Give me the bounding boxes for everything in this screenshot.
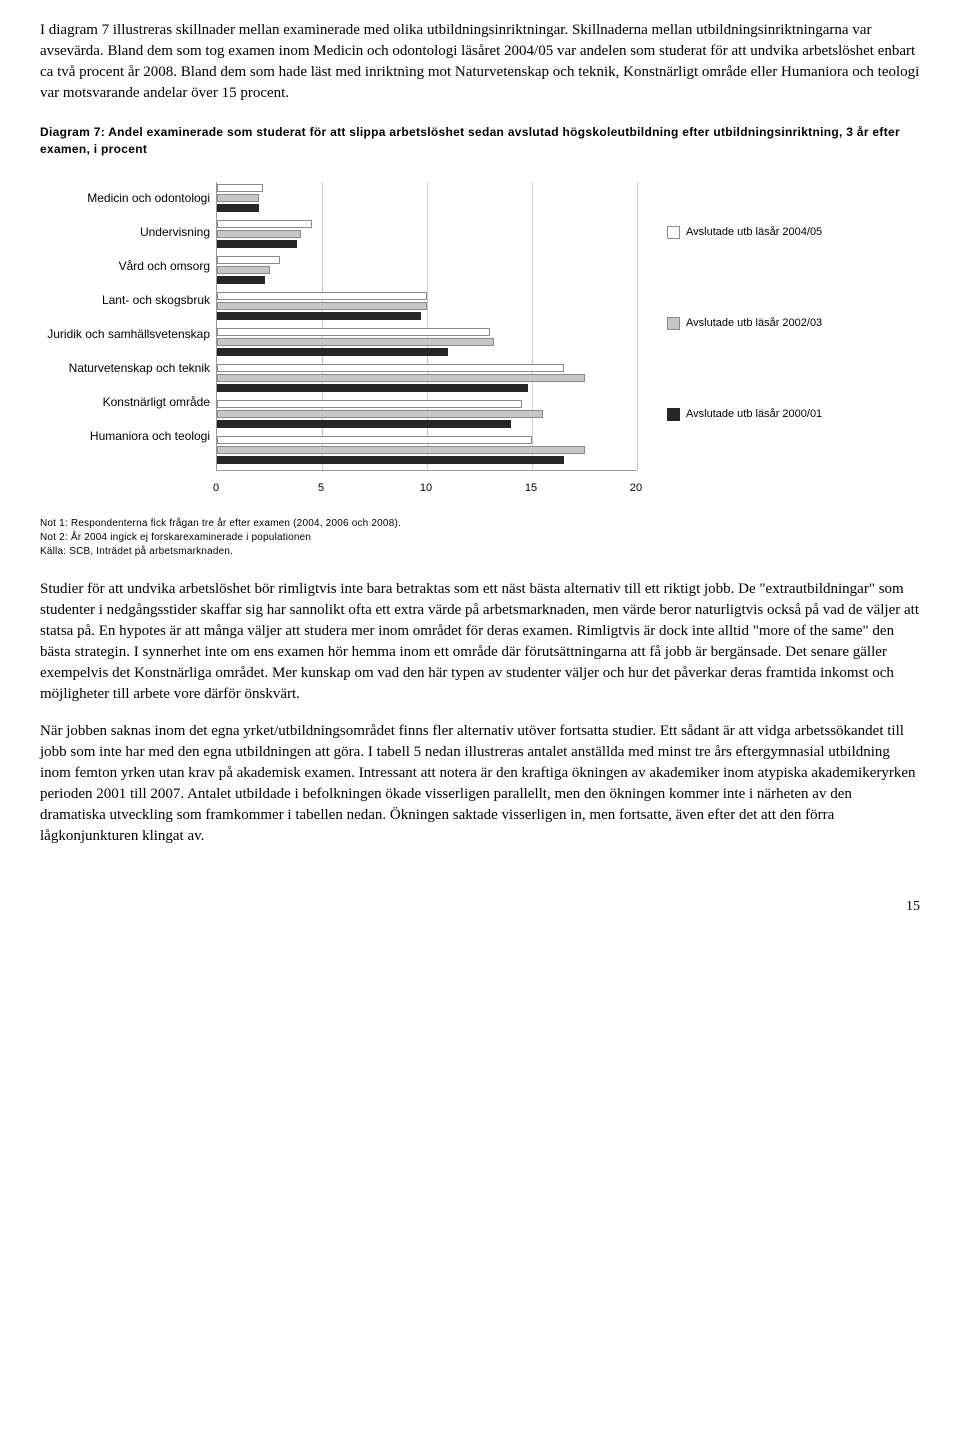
bar-group xyxy=(217,434,637,470)
chart-x-axis: 05101520 xyxy=(216,479,636,501)
bar xyxy=(217,420,511,428)
bar xyxy=(217,456,564,464)
legend-label: Avslutade utb läsår 2000/01 xyxy=(686,407,822,422)
bar xyxy=(217,364,564,372)
bar xyxy=(217,410,543,418)
category-label: Juridik och samhällsvetenskap xyxy=(40,318,210,352)
category-labels: Medicin och odontologiUndervisningVård o… xyxy=(40,182,216,471)
note-line: Not 1: Respondenterna fick frågan tre år… xyxy=(40,517,920,531)
bar xyxy=(217,194,259,202)
bar xyxy=(217,338,494,346)
bar-group xyxy=(217,398,637,434)
note-line: Källa: SCB, Inträdet på arbetsmarknaden. xyxy=(40,545,920,559)
category-label: Konstnärligt område xyxy=(40,386,210,420)
bar xyxy=(217,220,312,228)
bar xyxy=(217,374,585,382)
category-label: Undervisning xyxy=(40,216,210,250)
bar xyxy=(217,312,421,320)
bar xyxy=(217,276,265,284)
category-label: Vård och omsorg xyxy=(40,250,210,284)
bar xyxy=(217,230,301,238)
chart-title: Diagram 7: Andel examinerade som studera… xyxy=(40,124,920,158)
category-label: Naturvetenskap och teknik xyxy=(40,352,210,386)
bar-group xyxy=(217,362,637,398)
legend-item: Avslutade utb läsår 2002/03 xyxy=(667,316,822,331)
bar xyxy=(217,266,270,274)
body-paragraph-2: När jobben saknas inom det egna yrket/ut… xyxy=(40,721,920,847)
page-number: 15 xyxy=(40,897,920,917)
bar xyxy=(217,436,532,444)
chart-legend: Avslutade utb läsår 2004/05 Avslutade utb… xyxy=(667,182,822,466)
x-tick: 10 xyxy=(420,481,432,496)
bar xyxy=(217,446,585,454)
bar xyxy=(217,328,490,336)
bar-group xyxy=(217,290,637,326)
legend-label: Avslutade utb läsår 2004/05 xyxy=(686,225,822,240)
legend-item: Avslutade utb läsår 2004/05 xyxy=(667,225,822,240)
bar xyxy=(217,384,528,392)
legend-swatch xyxy=(667,317,680,330)
bar xyxy=(217,400,522,408)
category-label: Lant- och skogsbruk xyxy=(40,284,210,318)
x-tick: 15 xyxy=(525,481,537,496)
body-paragraph-1: Studier för att undvika arbetslöshet bör… xyxy=(40,579,920,705)
note-line: Not 2: År 2004 ingick ej forskarexaminer… xyxy=(40,531,920,545)
legend-swatch xyxy=(667,226,680,239)
gridline xyxy=(637,182,638,470)
legend-item: Avslutade utb läsår 2000/01 xyxy=(667,407,822,422)
x-tick: 0 xyxy=(213,481,219,496)
legend-swatch xyxy=(667,408,680,421)
bar-group xyxy=(217,218,637,254)
bar-group xyxy=(217,326,637,362)
bar xyxy=(217,204,259,212)
category-label: Medicin och odontologi xyxy=(40,182,210,216)
bar-group xyxy=(217,254,637,290)
x-tick: 5 xyxy=(318,481,324,496)
bar xyxy=(217,240,297,248)
bar xyxy=(217,348,448,356)
chart-plot-area xyxy=(216,182,637,471)
category-label: Humaniora och teologi xyxy=(40,420,210,454)
chart-container: Medicin och odontologiUndervisningVård o… xyxy=(40,182,920,471)
legend-label: Avslutade utb läsår 2002/03 xyxy=(686,316,822,331)
chart-notes: Not 1: Respondenterna fick frågan tre år… xyxy=(40,517,920,559)
bar-group xyxy=(217,182,637,218)
bar xyxy=(217,184,263,192)
x-tick: 20 xyxy=(630,481,642,496)
bar xyxy=(217,302,427,310)
bar xyxy=(217,292,427,300)
bar xyxy=(217,256,280,264)
intro-paragraph: I diagram 7 illustreras skillnader mella… xyxy=(40,20,920,104)
